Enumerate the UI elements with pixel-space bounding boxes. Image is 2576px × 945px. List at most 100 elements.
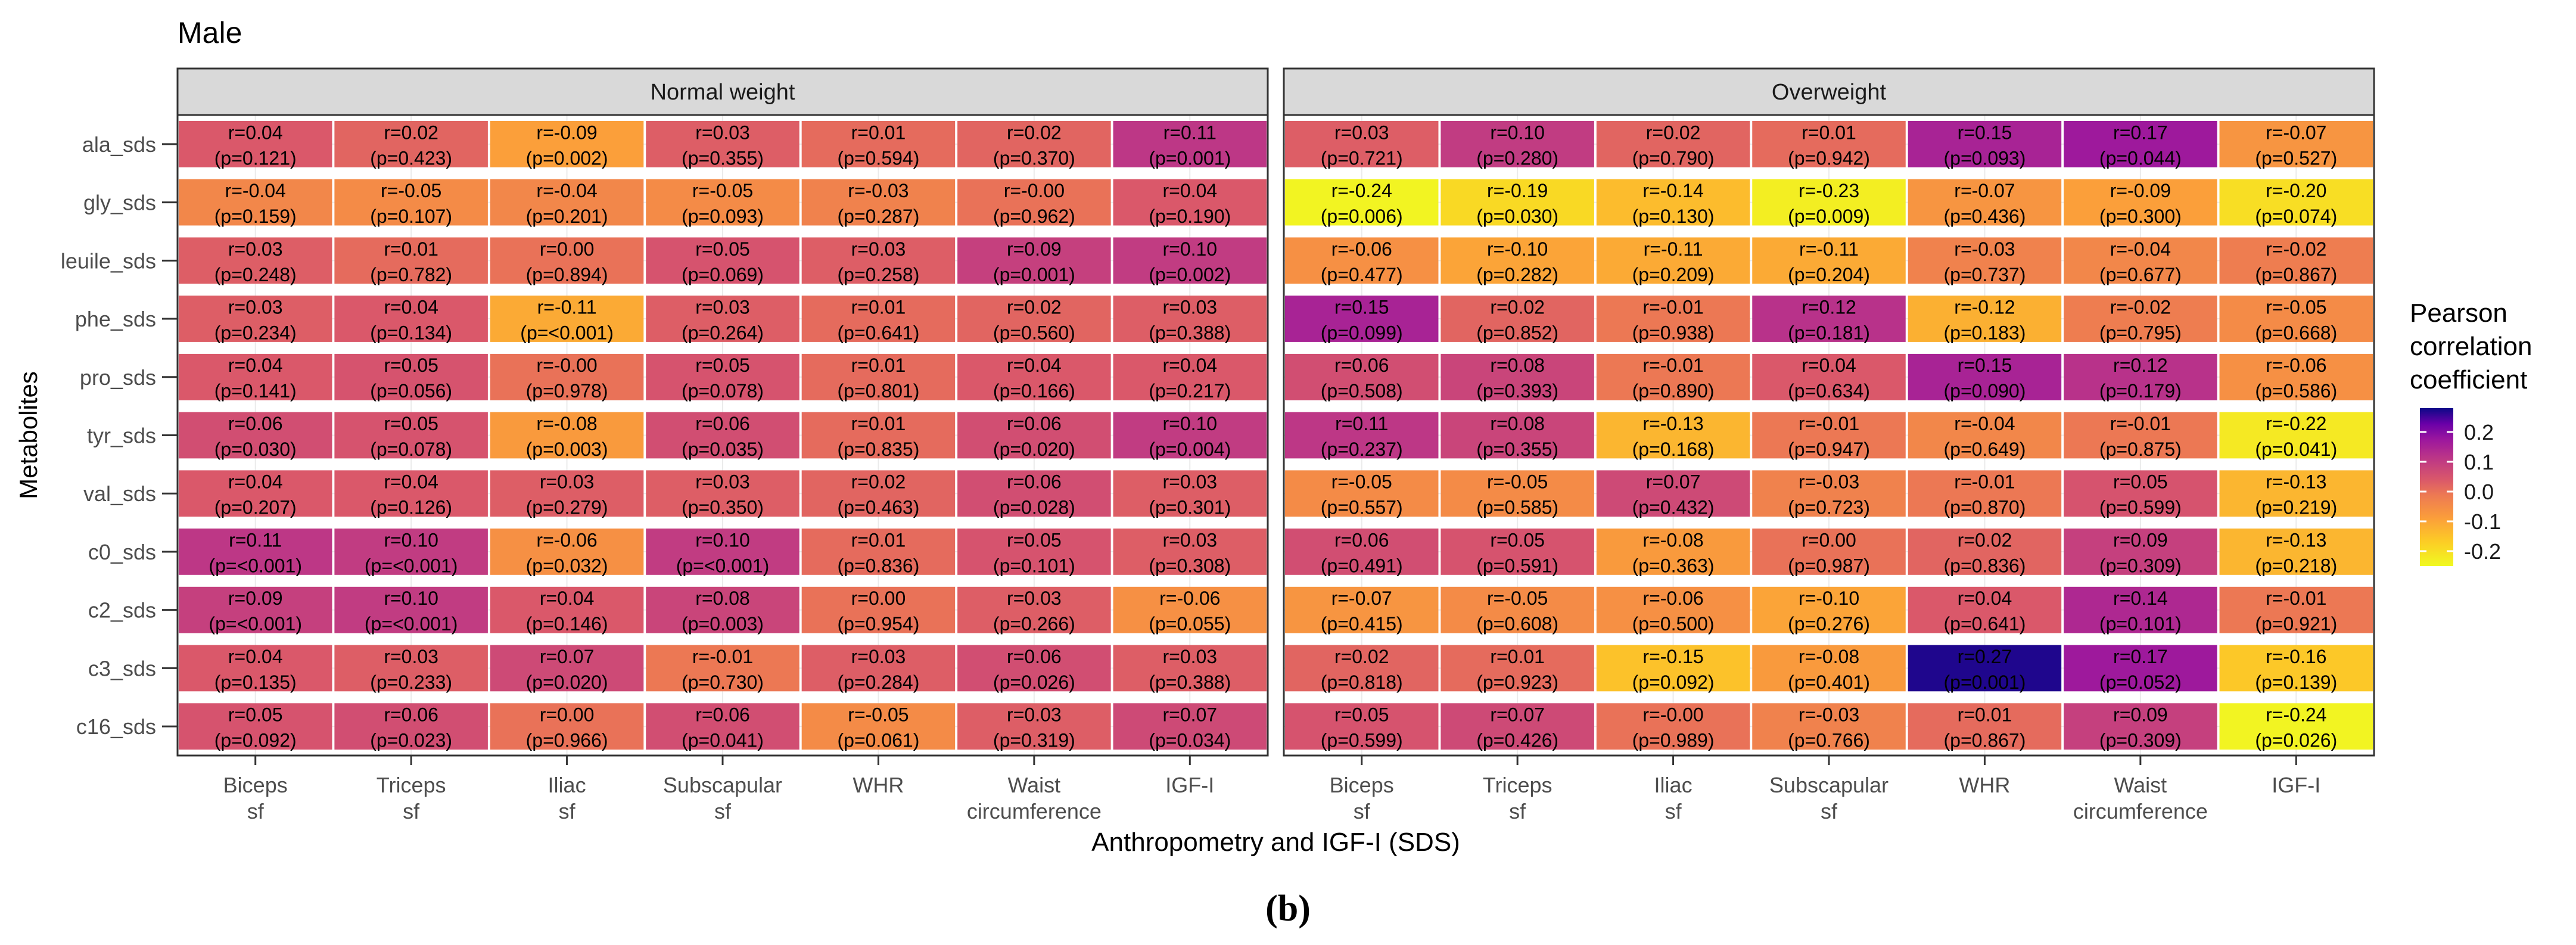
cell-p-label: (p=0.355) bbox=[1476, 439, 1558, 460]
cell-r-label: r=0.04 bbox=[1162, 180, 1217, 201]
cell-p-label: (p=0.947) bbox=[1788, 439, 1870, 460]
cell-p-label: (p=0.954) bbox=[837, 613, 919, 635]
heatmap-cell bbox=[646, 121, 799, 167]
cell-p-label: (p=0.836) bbox=[1943, 555, 2026, 576]
heatmap-cell bbox=[1752, 179, 1906, 226]
facet-strip bbox=[1283, 67, 2375, 116]
cell-r-label: r=0.11 bbox=[229, 529, 282, 551]
cell-r-label: r=0.12 bbox=[2113, 355, 2168, 376]
cell-p-label: (p=0.962) bbox=[993, 206, 1075, 227]
heatmap-cell bbox=[2064, 470, 2217, 517]
cell-r-label: r=0.05 bbox=[2113, 471, 2168, 493]
heatmap-cell bbox=[1596, 412, 1750, 459]
x-tick-label: Biceps bbox=[1330, 773, 1394, 797]
heatmap-cell bbox=[1441, 645, 1594, 692]
heatmap-cell bbox=[490, 179, 644, 226]
cell-r-label: r=-0.05 bbox=[848, 704, 909, 726]
cell-p-label: (p=0.938) bbox=[1632, 322, 1715, 344]
cell-r-label: r=0.01 bbox=[384, 238, 438, 260]
heatmap-cell bbox=[1596, 353, 1750, 400]
cell-p-label: (p=0.388) bbox=[1149, 672, 1231, 693]
cell-r-label: r=0.08 bbox=[1490, 355, 1545, 376]
cell-p-label: (p=0.276) bbox=[1788, 613, 1870, 635]
legend-tick-label: 0.2 bbox=[2464, 420, 2494, 444]
cell-r-label: r=0.06 bbox=[1007, 646, 1062, 667]
cell-p-label: (p=0.415) bbox=[1321, 613, 1403, 635]
heatmap-cell bbox=[1441, 586, 1594, 633]
cell-r-label: r=-0.11 bbox=[1799, 238, 1859, 260]
heatmap-cell bbox=[178, 529, 332, 575]
y-tick-label: c0_sds bbox=[88, 540, 156, 564]
cell-r-label: r=-0.04 bbox=[225, 180, 286, 201]
cell-r-label: r=0.00 bbox=[1802, 529, 1856, 551]
cell-r-label: r=0.05 bbox=[384, 413, 438, 434]
heatmap-cell bbox=[646, 703, 799, 750]
cell-p-label: (p=0.055) bbox=[1149, 613, 1231, 635]
heatmap-cell bbox=[1596, 237, 1750, 284]
cell-p-label: (p=0.585) bbox=[1476, 497, 1558, 518]
cell-r-label: r=-0.22 bbox=[2266, 413, 2326, 434]
heatmap-cell bbox=[1441, 353, 1594, 400]
cell-r-label: r=-0.04 bbox=[536, 180, 597, 201]
cell-p-label: (p=0.006) bbox=[1321, 206, 1403, 227]
cell-r-label: r=0.06 bbox=[1334, 355, 1389, 376]
cell-p-label: (p=0.557) bbox=[1321, 497, 1403, 518]
y-tick-label: leuile_sds bbox=[61, 248, 156, 273]
heatmap-cell bbox=[1284, 645, 1439, 692]
cell-p-label: (p=0.032) bbox=[526, 555, 608, 576]
cell-r-label: r=-0.06 bbox=[536, 529, 597, 551]
cell-r-label: r=-0.14 bbox=[1642, 180, 1703, 201]
cell-p-label: (p=0.146) bbox=[526, 613, 608, 635]
heatmap-cell bbox=[1284, 296, 1439, 342]
heatmap-cell bbox=[1284, 470, 1439, 517]
heatmap-cell bbox=[1752, 645, 1906, 692]
heatmap-cell bbox=[1908, 586, 2062, 633]
cell-r-label: r=-0.19 bbox=[1487, 180, 1548, 201]
y-axis-title: Metabolites bbox=[14, 371, 42, 499]
cell-p-label: (p=0.355) bbox=[682, 147, 764, 169]
heatmap-cell bbox=[1284, 529, 1439, 575]
cell-r-label: r=0.01 bbox=[851, 122, 906, 143]
y-tick-label: gly_sds bbox=[83, 191, 156, 215]
x-tick-label: sf bbox=[403, 799, 420, 823]
heatmap-cell bbox=[1752, 412, 1906, 459]
cell-r-label: r=-0.05 bbox=[1487, 587, 1548, 609]
heatmap-cell bbox=[2219, 645, 2373, 692]
cell-p-label: (p=0.836) bbox=[837, 555, 919, 576]
cell-p-label: (p=0.093) bbox=[682, 206, 764, 227]
cell-p-label: (p=0.266) bbox=[993, 613, 1075, 635]
heatmap-cell bbox=[646, 412, 799, 459]
cell-p-label: (p=0.978) bbox=[526, 380, 608, 402]
heatmap-cell bbox=[178, 645, 332, 692]
cell-r-label: r=0.06 bbox=[384, 704, 438, 726]
cell-p-label: (p=0.078) bbox=[682, 380, 764, 402]
cell-r-label: r=-0.03 bbox=[1799, 704, 1859, 726]
heatmap-cell bbox=[801, 703, 956, 750]
cell-r-label: r=0.01 bbox=[1958, 704, 2012, 726]
cell-r-label: r=-0.08 bbox=[536, 413, 597, 434]
cell-r-label: r=0.03 bbox=[384, 646, 438, 667]
heatmap-cell bbox=[1596, 645, 1750, 692]
cell-r-label: r=-0.00 bbox=[1642, 704, 1703, 726]
heatmap-cell bbox=[1752, 237, 1906, 284]
cell-p-label: (p=0.219) bbox=[2255, 497, 2337, 518]
cell-r-label: r=0.17 bbox=[2113, 122, 2168, 143]
cell-p-label: (p=0.101) bbox=[993, 555, 1075, 576]
cell-p-label: (p=0.867) bbox=[1943, 730, 2026, 751]
cell-r-label: r=0.10 bbox=[1162, 238, 1217, 260]
heatmap-cell bbox=[2064, 645, 2217, 692]
cell-p-label: (p=0.020) bbox=[526, 672, 608, 693]
heatmap-cell bbox=[646, 470, 799, 517]
cell-p-label: (p=0.921) bbox=[2255, 613, 2337, 635]
heatmap-cell bbox=[334, 470, 488, 517]
cell-r-label: r=0.05 bbox=[695, 355, 750, 376]
heatmap-cell bbox=[1752, 353, 1906, 400]
heatmap-cell bbox=[2219, 121, 2373, 167]
heatmap-cell bbox=[801, 179, 956, 226]
cell-r-label: r=-0.03 bbox=[848, 180, 909, 201]
cell-r-label: r=0.14 bbox=[2113, 587, 2168, 609]
cell-p-label: (p=0.069) bbox=[682, 264, 764, 285]
cell-r-label: r=-0.01 bbox=[692, 646, 753, 667]
heatmap-cell bbox=[1284, 703, 1439, 750]
cell-r-label: r=0.27 bbox=[1958, 646, 2012, 667]
